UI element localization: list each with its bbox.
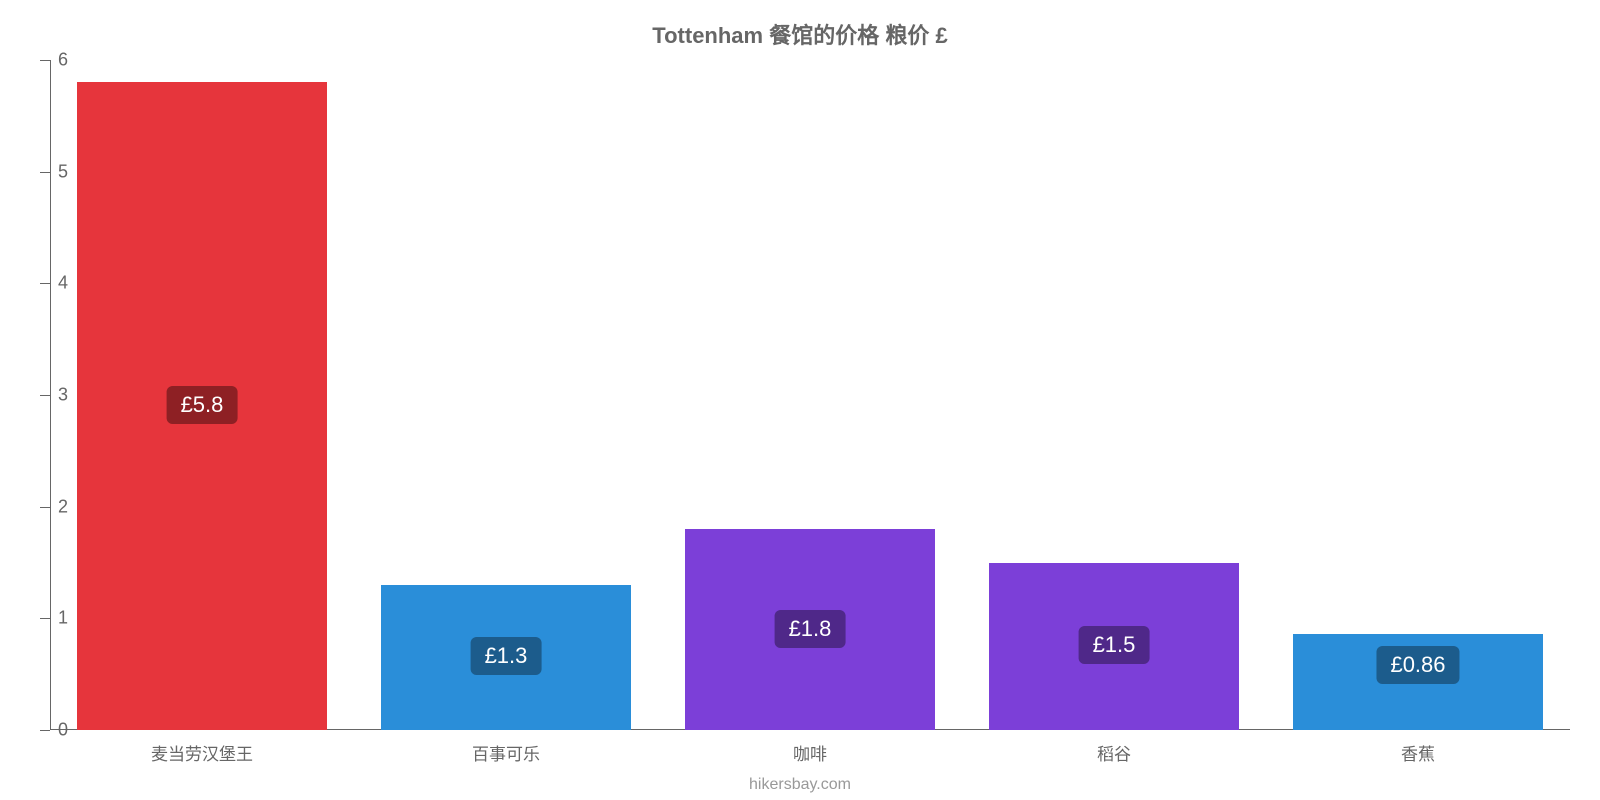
- value-badge: £1.8: [775, 610, 846, 648]
- y-axis-label: 1: [58, 608, 68, 629]
- x-axis-label: 香蕉: [1401, 740, 1435, 765]
- y-axis-label: 6: [58, 50, 68, 71]
- y-tick: [40, 60, 50, 61]
- y-tick: [40, 507, 50, 508]
- value-badge: £1.3: [471, 637, 542, 675]
- y-axis-label: 4: [58, 273, 68, 294]
- x-axis-label: 咖啡: [793, 740, 827, 765]
- y-tick: [40, 618, 50, 619]
- credit-text: hikersbay.com: [0, 776, 1600, 794]
- bar-group: £5.8麦当劳汉堡王: [77, 60, 326, 730]
- bar-group: £1.3百事可乐: [381, 60, 630, 730]
- y-axis-label: 2: [58, 496, 68, 517]
- bar-group: £1.8咖啡: [685, 60, 934, 730]
- plot-area: £5.8麦当劳汉堡王£1.3百事可乐£1.8咖啡£1.5稻谷£0.86香蕉: [50, 60, 1570, 730]
- y-tick: [40, 172, 50, 173]
- y-axis-label: 5: [58, 161, 68, 182]
- y-tick: [40, 283, 50, 284]
- value-badge: £5.8: [167, 386, 238, 424]
- y-axis: [50, 60, 51, 730]
- y-axis-label: 3: [58, 385, 68, 406]
- price-bar-chart: Tottenham 餐馆的价格 粮价 £ £5.8麦当劳汉堡王£1.3百事可乐£…: [0, 0, 1600, 800]
- y-axis-label: 0: [58, 720, 68, 741]
- value-badge: £1.5: [1079, 626, 1150, 664]
- x-axis-label: 麦当劳汉堡王: [151, 740, 253, 765]
- chart-title: Tottenham 餐馆的价格 粮价 £: [0, 18, 1600, 50]
- x-axis-label: 百事可乐: [472, 740, 540, 765]
- y-tick: [40, 395, 50, 396]
- value-badge: £0.86: [1376, 646, 1459, 684]
- y-tick: [40, 730, 50, 731]
- bar-group: £0.86香蕉: [1293, 60, 1542, 730]
- x-axis-label: 稻谷: [1097, 740, 1131, 765]
- bar-group: £1.5稻谷: [989, 60, 1238, 730]
